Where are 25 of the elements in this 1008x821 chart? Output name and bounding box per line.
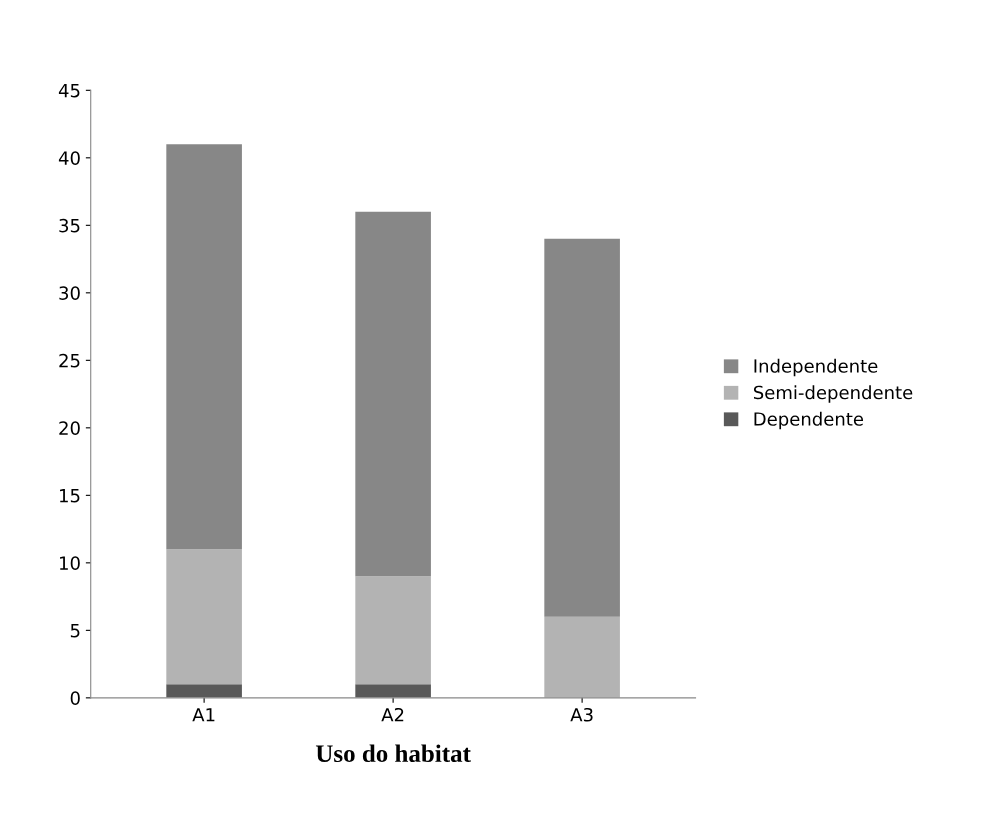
legend-label: Independente [754, 358, 878, 377]
y-tick-label: 5 [70, 624, 80, 638]
y-tick-label: 30 [59, 286, 80, 300]
bar [166, 144, 242, 550]
x-tick-label: A3 [570, 707, 593, 722]
bar [355, 684, 431, 698]
x-tick-label: A1 [192, 708, 215, 722]
bar [355, 211, 431, 577]
y-tick-label: 45 [58, 84, 80, 98]
x-tick-label: A2 [381, 707, 404, 722]
y-tick-label: 20 [59, 421, 80, 435]
legend-label: Dependente [754, 411, 864, 430]
y-tick-label: 15 [60, 489, 80, 503]
y-tick-label: 40 [58, 151, 80, 165]
bar [166, 684, 242, 698]
bar [544, 238, 620, 617]
y-tick-label: 10 [60, 556, 80, 570]
x-axis-title: Uso do habitat [315, 744, 471, 763]
y-tick-label: 35 [59, 218, 80, 233]
legend-label: Semi-dependente [753, 385, 913, 403]
bar [355, 576, 431, 685]
bar [544, 616, 620, 698]
bar [166, 549, 242, 685]
y-tick-label: 0 [70, 691, 80, 705]
y-tick-label: 25 [59, 353, 80, 368]
